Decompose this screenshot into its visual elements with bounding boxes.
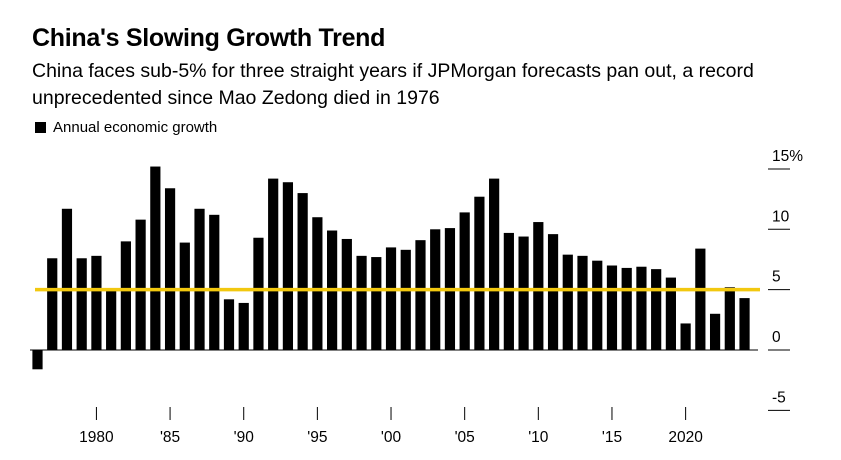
bar-1978 (61, 208, 73, 350)
bar-1990 (238, 302, 249, 350)
bar-2015 (606, 265, 618, 350)
legend: Annual economic growth (35, 119, 217, 136)
x-tick-label: '00 (381, 429, 402, 446)
bar-1991 (253, 237, 264, 350)
x-tick-label: '95 (307, 429, 327, 446)
bar-2006 (474, 196, 485, 350)
bar-1976 (32, 350, 43, 370)
bar-1977 (47, 258, 58, 350)
legend-swatch-icon (35, 122, 46, 133)
bar-2017 (636, 266, 647, 350)
bar-2001 (400, 249, 411, 350)
bar-2002 (415, 240, 426, 350)
bar-1995 (312, 217, 323, 350)
bar-1988 (209, 214, 220, 350)
bar-2013 (577, 255, 588, 350)
bar-1997 (341, 238, 352, 350)
bar-1981 (106, 288, 117, 350)
bar-1980 (91, 255, 102, 350)
bar-2000 (385, 247, 397, 350)
bar-1998 (356, 255, 367, 350)
bar-2018 (651, 269, 662, 350)
bar-1979 (76, 258, 87, 350)
bar-2022 (709, 313, 721, 350)
x-tick-label: '10 (528, 429, 549, 446)
y-tick-label: 5 (772, 269, 781, 286)
bar-1992 (268, 178, 279, 350)
bar-1982 (120, 241, 131, 350)
bar-2024 (739, 298, 750, 350)
x-tick-label: '90 (234, 429, 255, 446)
bar-1985 (164, 188, 176, 350)
chart-subtitle: China faces sub-5% for three straight ye… (32, 60, 754, 109)
bar-2021 (695, 248, 706, 350)
y-tick-label: -5 (772, 389, 786, 406)
bar-2010 (533, 222, 544, 350)
bar-2023 (724, 287, 735, 350)
x-tick-label: '15 (602, 429, 622, 446)
bar-1989 (223, 299, 235, 350)
bar-2009 (518, 236, 529, 350)
x-tick-label: 2020 (668, 429, 703, 446)
bar-2014 (592, 260, 603, 350)
y-tick-label: 15% (772, 148, 803, 165)
bar-2020 (680, 323, 691, 350)
legend-label: Annual economic growth (53, 119, 218, 136)
bar-1999 (371, 257, 382, 350)
x-tick-label: '05 (455, 429, 475, 446)
bar-2011 (547, 234, 559, 350)
x-tick-label: '85 (160, 429, 180, 446)
bar-1983 (135, 219, 146, 350)
bar-1987 (194, 208, 205, 350)
y-tick-label: 10 (772, 208, 790, 225)
bar-2007 (489, 178, 500, 350)
bar-1994 (297, 193, 308, 350)
bar-1986 (179, 242, 190, 350)
bar-2012 (562, 254, 573, 350)
bar-2019 (665, 277, 676, 350)
bar-1984 (150, 166, 161, 350)
x-tick-label: 1980 (79, 429, 114, 446)
bar-2008 (503, 232, 514, 350)
bar-2016 (621, 267, 632, 350)
y-tick-label: 0 (772, 329, 781, 346)
chart-title: China's Slowing Growth Trend (32, 24, 386, 52)
bar-2005 (459, 212, 470, 350)
bar-1993 (282, 182, 294, 350)
